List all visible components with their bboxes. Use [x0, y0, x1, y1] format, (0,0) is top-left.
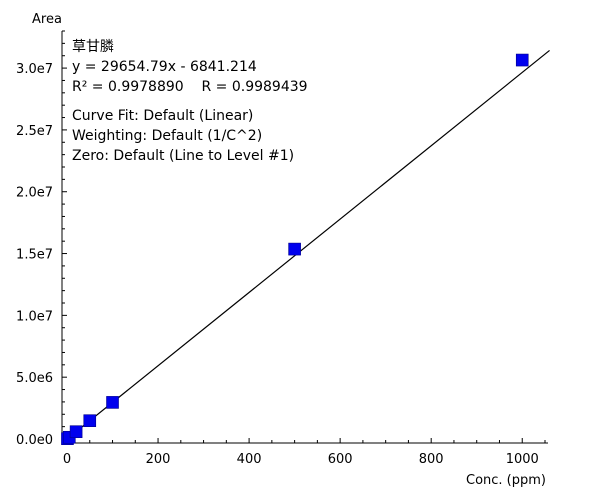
annotation-block: 草甘膦 y = 29654.79x - 6841.214 R² = 0.9978…: [72, 39, 308, 164]
annotation-compound: 草甘膦: [72, 39, 114, 55]
annotation-zero: Zero: Default (Line to Level #1): [72, 148, 294, 164]
data-point: [288, 242, 301, 256]
annotation-r-values: R² = 0.9978890 R = 0.9989439: [72, 79, 308, 95]
y-tick-label: 2.5e7: [16, 124, 53, 139]
x-tick-label: 1000: [506, 452, 539, 467]
axes: 0.0e0 5.0e6 1.0e7 1.5e7 2.0e7 2.5e7 3.0e7 0 200 4…: [16, 30, 548, 467]
y-tick-label: 2.0e7: [16, 186, 53, 201]
x-tick-label: 0: [63, 452, 71, 467]
y-tick-label: 0.0e0: [16, 433, 53, 448]
x-tick-label: 600: [328, 452, 353, 467]
y-tick-label: 1.0e7: [16, 309, 53, 324]
annotation-equation: y = 29654.79x - 6841.214: [72, 59, 257, 75]
y-axis-title: Area: [32, 12, 62, 27]
data-points: [61, 53, 529, 445]
y-tick-label: 3.0e7: [16, 62, 53, 77]
x-axis-title: Conc. (ppm): [466, 473, 546, 488]
x-tick-label: 800: [419, 452, 444, 467]
y-tick-label: 5.0e6: [16, 371, 53, 386]
data-point: [83, 414, 97, 428]
annotation-weighting: Weighting: Default (1/C^2): [72, 128, 262, 144]
y-tick-label: 1.5e7: [16, 248, 53, 263]
annotation-curve-fit: Curve Fit: Default (Linear): [72, 108, 253, 124]
data-point: [106, 396, 119, 409]
fit-line: [66, 49, 550, 440]
data-point: [515, 53, 529, 67]
x-tick-label: 200: [146, 452, 171, 467]
data-point: [69, 425, 83, 439]
x-tick-label: 400: [237, 452, 262, 467]
